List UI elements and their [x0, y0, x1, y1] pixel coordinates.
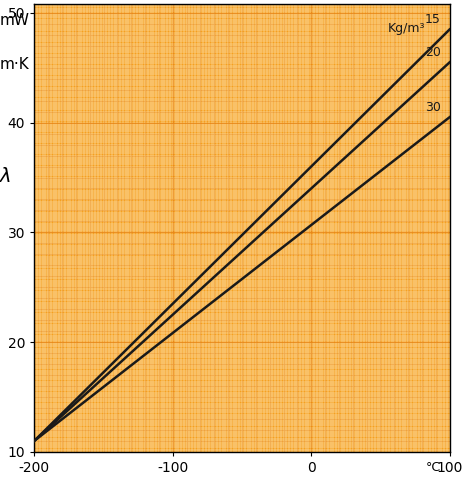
Text: Kg/m³: Kg/m³ [387, 22, 425, 35]
Text: 15: 15 [425, 13, 440, 26]
Text: λ: λ [0, 167, 11, 185]
Text: mW: mW [0, 13, 30, 28]
Text: 20: 20 [425, 46, 440, 59]
Text: °C: °C [426, 461, 441, 474]
Text: 30: 30 [425, 101, 440, 114]
Text: m·K: m·K [0, 57, 29, 72]
